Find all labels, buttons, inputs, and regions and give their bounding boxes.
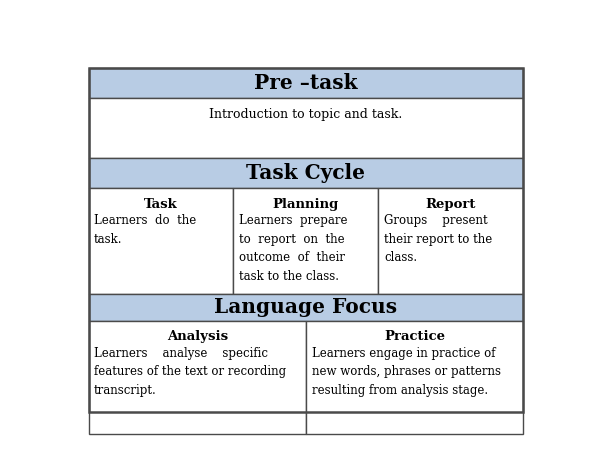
Text: Learners  prepare
to  report  on  the
outcome  of  their
task to the class.: Learners prepare to report on the outcom…: [239, 214, 347, 283]
Text: Learners    analyse    specific
features of the text or recording
transcript.: Learners analyse specific features of th…: [94, 347, 286, 397]
Bar: [306, 321, 524, 434]
Text: Task: Task: [144, 198, 178, 211]
Bar: [233, 188, 378, 294]
Bar: [88, 68, 524, 98]
Text: Pre –task: Pre –task: [254, 73, 358, 93]
Text: Analysis: Analysis: [167, 330, 228, 343]
Bar: [88, 188, 233, 294]
Text: Learners engage in practice of
new words, phrases or patterns
resulting from ana: Learners engage in practice of new words…: [312, 347, 500, 397]
Text: Groups    present
their report to the
class.: Groups present their report to the class…: [384, 214, 493, 264]
Bar: [378, 188, 524, 294]
Text: Practice: Practice: [384, 330, 445, 343]
Text: Task Cycle: Task Cycle: [247, 163, 365, 183]
Bar: [88, 98, 524, 158]
Bar: [88, 158, 524, 188]
Bar: [88, 294, 524, 321]
Text: Introduction to topic and task.: Introduction to topic and task.: [210, 108, 402, 121]
Bar: [88, 321, 306, 434]
Text: Report: Report: [426, 198, 476, 211]
Text: Learners  do  the
task.: Learners do the task.: [94, 214, 196, 246]
Text: Planning: Planning: [273, 198, 339, 211]
Text: Language Focus: Language Focus: [214, 297, 398, 317]
